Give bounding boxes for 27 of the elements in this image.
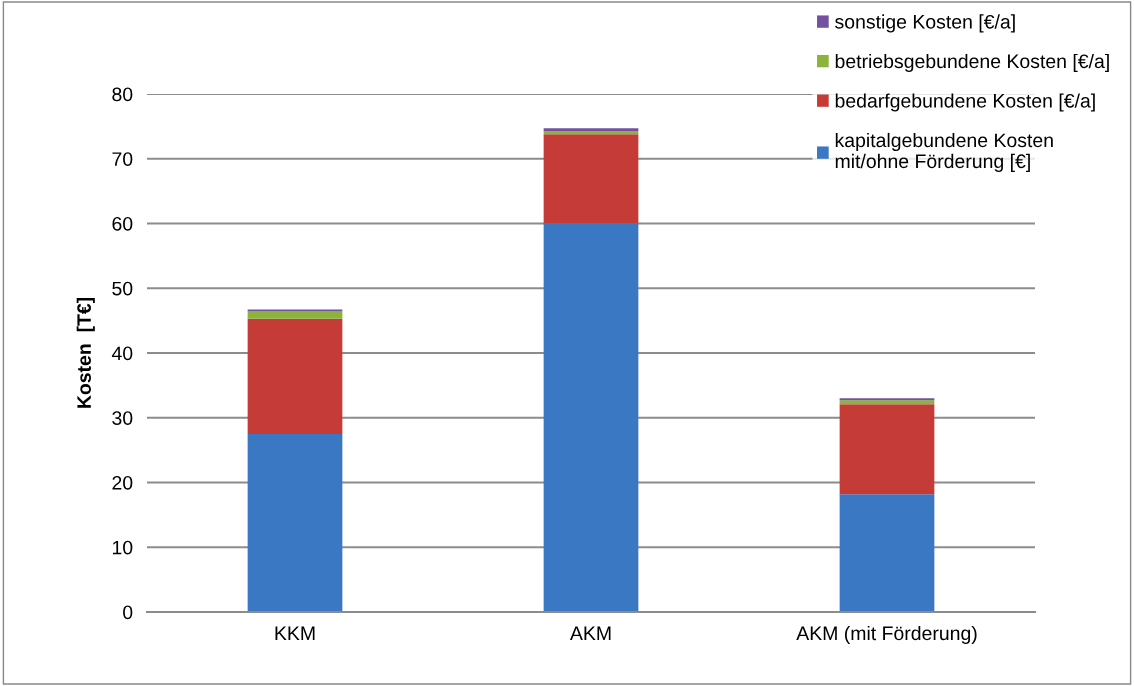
y-axis-title: Kosten [T€] xyxy=(76,297,95,408)
bar xyxy=(247,433,343,612)
x-tick-label: AKM xyxy=(569,626,611,640)
legend-label: kapitalgebundene Kosten mit/ohne Förderung [€] xyxy=(835,132,1053,172)
bar xyxy=(543,134,639,224)
y-tick-label: 70 xyxy=(112,152,133,166)
y-tick-label: 80 xyxy=(112,87,133,102)
legend-label: sonstige Kosten [€/a] xyxy=(835,14,1015,33)
bar xyxy=(839,404,935,495)
y-tick-label: 20 xyxy=(112,475,133,490)
y-tick-label: 60 xyxy=(112,216,133,231)
bar xyxy=(543,223,639,612)
x-tick-label: KKM xyxy=(275,626,315,640)
bar xyxy=(247,311,343,319)
bar xyxy=(543,130,639,135)
y-tick-label: 40 xyxy=(111,346,133,361)
bar xyxy=(247,318,343,434)
y-tick-label: 30 xyxy=(112,411,133,425)
bar xyxy=(839,494,935,612)
bar xyxy=(543,128,639,131)
legend-label: bedarfgebundene Kosten [€/a] xyxy=(835,93,1095,112)
y-tick-label: 10 xyxy=(112,540,133,555)
x-tick-label: AKM (mit Förderung) xyxy=(796,625,977,645)
y-tick-label: 0 xyxy=(123,605,133,620)
y-tick-label: 50 xyxy=(112,281,133,296)
bar xyxy=(839,400,935,405)
legend-label: betriebsgebundene Kosten [€/a] xyxy=(835,53,1109,73)
